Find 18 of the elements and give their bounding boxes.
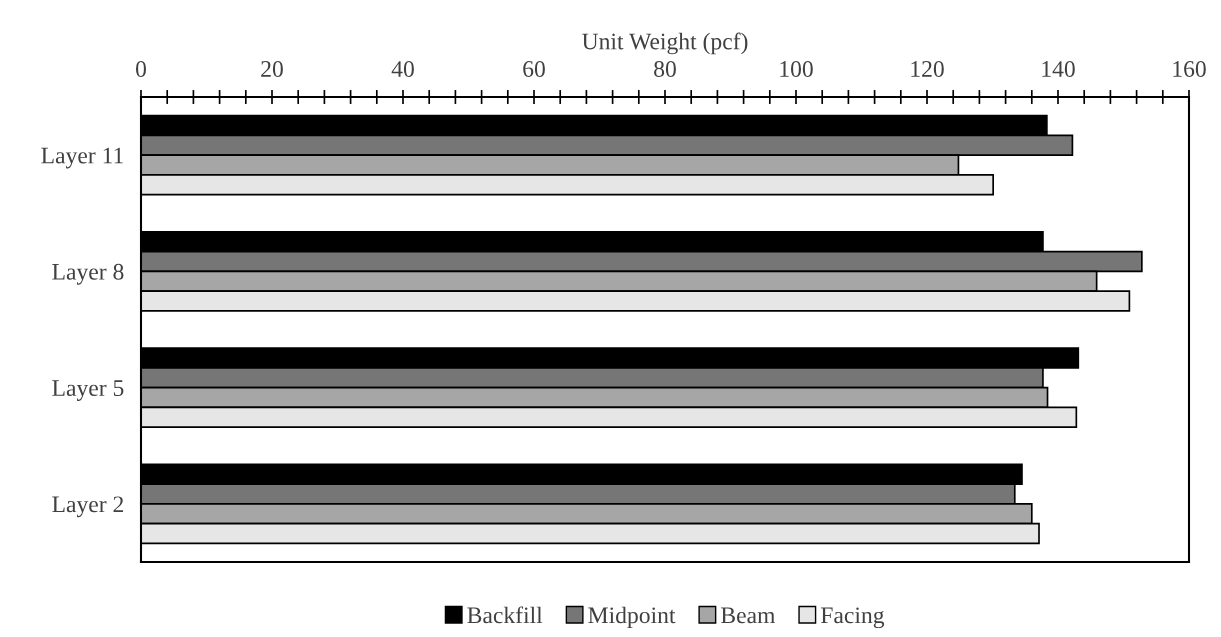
- y-tick-label: Layer 8: [52, 263, 124, 285]
- x-tick-label: 0: [136, 60, 146, 77]
- y-tick-label: Layer 5: [52, 380, 124, 401]
- x-tick-label: 120: [911, 60, 944, 77]
- x-axis-title: Unit Weight (pcf): [582, 32, 748, 55]
- legend-label: Midpoint: [588, 606, 676, 629]
- x-tick-label: 160: [1173, 60, 1206, 77]
- y-tick-label: Layer 11: [41, 147, 123, 169]
- x-tick-label: 20: [261, 60, 283, 77]
- x-tick-label: 60: [523, 60, 545, 77]
- legend-label: Backfill: [467, 606, 543, 624]
- x-tick-label: 100: [780, 60, 813, 77]
- x-tick-label: 80: [654, 60, 676, 77]
- y-tick-label: Layer 2: [52, 496, 124, 518]
- legend-label: Beam: [721, 607, 776, 624]
- legend-label: Facing: [820, 607, 885, 629]
- x-tick-label: 40: [391, 60, 414, 77]
- x-tick-label: 140: [1042, 60, 1075, 77]
